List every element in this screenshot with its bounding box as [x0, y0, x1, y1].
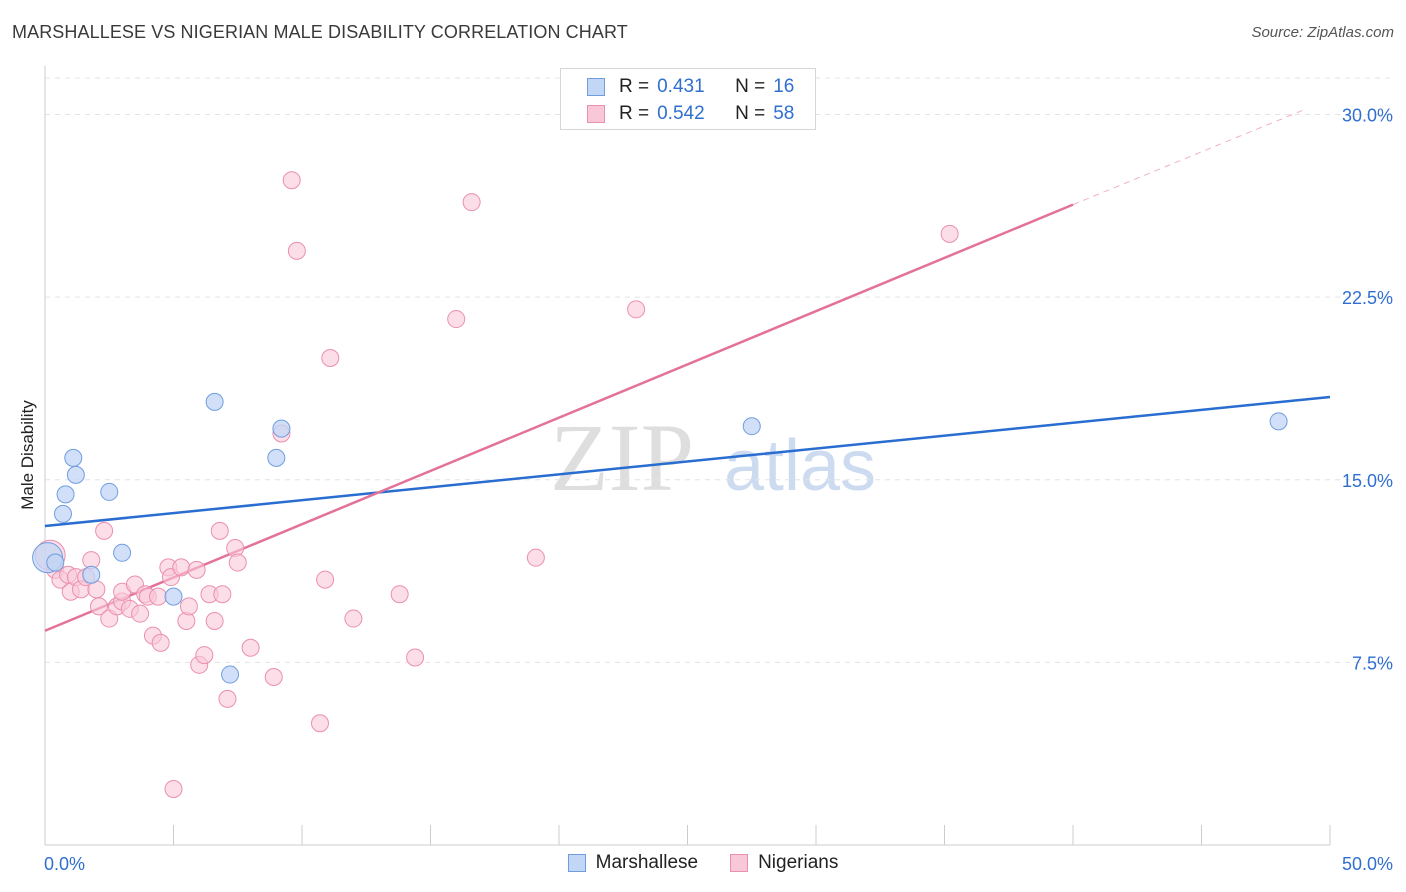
y-tick-label: 15.0% — [1342, 471, 1393, 491]
nigerians-point — [316, 570, 335, 589]
nigerians-point — [205, 611, 224, 630]
nigerians-point — [627, 300, 646, 319]
nigerians-point — [282, 171, 301, 190]
series-legend: Marshallese Nigerians — [0, 852, 1406, 874]
nigerians-n-value: 58 — [773, 103, 795, 124]
nigerians-point — [447, 310, 466, 329]
nigerians-point — [241, 638, 260, 657]
marshallese-r-value: 0.431 — [657, 76, 705, 97]
marshallese-point — [46, 553, 65, 572]
nigerians-point — [131, 604, 150, 623]
nigerians-point — [226, 538, 245, 557]
marshallese-legend-swatch — [567, 854, 586, 872]
n-label: N = — [735, 103, 766, 124]
nigerians-point — [195, 646, 214, 665]
legend-row-nigerians: R = 0.542 N = 58 — [587, 102, 812, 126]
nigerians-point — [210, 521, 229, 540]
chart-title: MARSHALLESE VS NIGERIAN MALE DISABILITY … — [12, 22, 628, 42]
nigerians-trend-line — [44, 203, 1074, 632]
tick-labels: 7.5% 15.0% 22.5% 30.0% 0.0% 50.0% — [44, 106, 1393, 874]
marshallese-legend-label: Marshallese — [595, 852, 699, 873]
nigerians-swatch — [587, 105, 605, 123]
nigerians-point — [151, 633, 170, 652]
nigerians-point — [218, 689, 237, 708]
y-axis-label: Male Disability — [18, 400, 37, 510]
nigerians-point — [406, 648, 425, 667]
nigerians-point — [462, 193, 481, 212]
r-label: R = — [619, 103, 650, 124]
marshallese-point — [742, 417, 761, 436]
grid-lines — [45, 77, 1393, 663]
nigerians-point — [228, 553, 247, 572]
x-tick-label: 0.0% — [44, 854, 85, 874]
nigerians-legend-label: Nigerians — [758, 852, 839, 873]
nigerians-point — [179, 597, 198, 616]
legend-item-nigerians: Nigerians — [730, 852, 838, 874]
marshallese-point — [267, 448, 286, 467]
nigerians-legend-swatch — [730, 854, 749, 872]
watermark: ZIP atlas — [550, 404, 876, 511]
marshallese-point — [205, 392, 224, 411]
nigerians-point — [390, 585, 409, 604]
y-tick-label: 7.5% — [1352, 653, 1393, 673]
marshallese-point — [66, 465, 85, 484]
marshallese-point — [221, 665, 240, 684]
nigerians-point — [940, 224, 959, 243]
nigerians-trend-extension — [1072, 109, 1305, 206]
nigerians-point — [187, 560, 206, 579]
marshallese-n-value: 16 — [773, 76, 795, 97]
marshallese-point — [113, 543, 132, 562]
marshallese-swatch — [587, 78, 605, 96]
nigerians-point — [89, 597, 108, 616]
nigerians-point — [164, 779, 183, 798]
stats-legend: R = 0.431 N = 16 R = 0.542 N = 58 — [560, 68, 816, 130]
marshallese-trend-line — [44, 395, 1331, 528]
r-label: R = — [619, 76, 650, 97]
nigerians-point — [526, 548, 545, 567]
marshallese-point — [53, 504, 72, 523]
legend-row-marshallese: R = 0.431 N = 16 — [587, 75, 812, 99]
watermark-atlas: atlas — [724, 426, 876, 506]
marshallese-point — [272, 419, 291, 438]
nigerians-r-value: 0.542 — [657, 103, 705, 124]
legend-item-marshallese: Marshallese — [567, 852, 699, 874]
nigerians-point — [287, 241, 306, 260]
nigerians-point — [177, 611, 196, 630]
axes — [44, 66, 1331, 846]
nigerians-point — [344, 609, 363, 628]
marshallese-point — [82, 565, 101, 584]
x-tick-label: 50.0% — [1342, 854, 1393, 874]
trend-lines — [44, 109, 1331, 632]
marshallese-point — [64, 448, 83, 467]
nigerians-point — [172, 558, 191, 577]
n-label: N = — [735, 76, 766, 97]
nigerians-point — [149, 587, 168, 606]
data-points — [32, 171, 1288, 798]
y-tick-label: 30.0% — [1342, 106, 1393, 126]
nigerians-point — [310, 714, 329, 733]
nigerians-point — [264, 667, 283, 686]
source-label: Source: ZipAtlas.com — [1251, 24, 1394, 41]
nigerians-point — [321, 349, 340, 368]
nigerians-point — [95, 521, 114, 540]
marshallese-point — [164, 587, 183, 606]
marshallese-point — [56, 485, 75, 504]
marshallese-point — [1269, 412, 1288, 431]
nigerians-point — [213, 585, 232, 604]
marshallese-point — [100, 482, 119, 501]
watermark-zip: ZIP — [550, 404, 694, 511]
y-tick-label: 22.5% — [1342, 288, 1393, 308]
